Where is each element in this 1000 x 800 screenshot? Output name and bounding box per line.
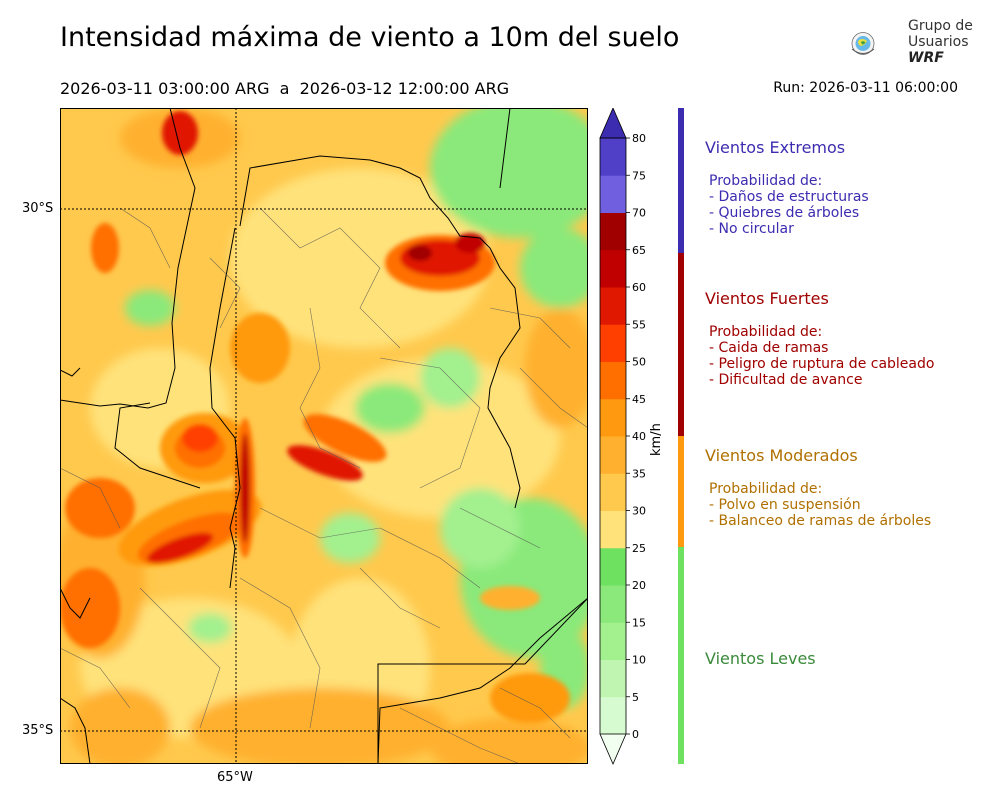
logo-text: Grupo de Usuarios WRF bbox=[908, 18, 973, 66]
category-bar-leves bbox=[678, 547, 684, 764]
category-line: - Balanceo de ramas de árboles bbox=[709, 513, 932, 529]
wind-map bbox=[60, 108, 588, 764]
category-line: - No circular bbox=[709, 221, 794, 237]
colorbar-tick-label: 20 bbox=[632, 579, 646, 592]
colorbar-segment bbox=[600, 622, 626, 660]
colorbar-tick-label: 30 bbox=[632, 505, 646, 518]
colorbar-segment bbox=[600, 436, 626, 474]
forecast-period: 2026-03-11 03:00:00 ARG a 2026-03-12 12:… bbox=[60, 79, 510, 98]
grupo-wrf-logo bbox=[851, 32, 875, 55]
lat-label-35s: 35°S bbox=[22, 723, 54, 738]
colorbar-tick-label: 40 bbox=[632, 430, 646, 443]
category-line: - Polvo en suspensión bbox=[709, 497, 861, 513]
colorbar-tick-label: 10 bbox=[632, 654, 646, 667]
colorbar-segment bbox=[600, 585, 626, 623]
colorbar-segment bbox=[600, 138, 626, 176]
category-text-extremos: Probabilidad de: - Daños de estructuras … bbox=[709, 173, 869, 237]
category-title-leves: Vientos Leves bbox=[705, 649, 816, 668]
colorbar-tick-label: 5 bbox=[632, 691, 639, 704]
colorbar-segment bbox=[600, 659, 626, 698]
colorbar-segment bbox=[600, 249, 626, 288]
category-title-fuertes: Vientos Fuertes bbox=[705, 289, 829, 308]
map-title: Intensidad máxima de viento a 10m del su… bbox=[60, 22, 680, 53]
colorbar-extend-low bbox=[599, 733, 627, 766]
colorbar-tick-label: 15 bbox=[632, 616, 646, 629]
colorbar-segment bbox=[600, 361, 626, 400]
category-line: Probabilidad de: bbox=[709, 173, 823, 189]
colorbar-tick-label: 45 bbox=[632, 393, 646, 406]
colorbar-tick-label: 0 bbox=[632, 728, 639, 741]
category-line: - Quiebres de árboles bbox=[709, 205, 860, 221]
category-line: Probabilidad de: bbox=[709, 324, 823, 340]
colorbar-segment bbox=[600, 324, 626, 362]
colorbar: 0 5 10 15 20 25 30 35 40 45 50 55 60 65 70 75 80 bbox=[599, 108, 646, 766]
category-text-moderados: Probabilidad de: - Polvo en suspensión -… bbox=[709, 481, 931, 529]
colorbar-unit: km/h bbox=[649, 423, 664, 456]
colorbar-tick-label: 75 bbox=[632, 169, 646, 182]
logo-line-2: Usuarios bbox=[908, 34, 969, 50]
category-line: - Daños de estructuras bbox=[709, 189, 869, 205]
logo-line-1: Grupo de bbox=[908, 18, 973, 34]
category-bar-moderados bbox=[678, 436, 684, 547]
colorbar-tick-label: 50 bbox=[632, 356, 646, 369]
category-title-extremos: Vientos Extremos bbox=[705, 138, 846, 157]
colorbar-segment bbox=[600, 287, 626, 325]
colorbar-tick-label: 70 bbox=[632, 207, 646, 220]
lon-label-65w: 65°W bbox=[217, 770, 253, 785]
category-line: Probabilidad de: bbox=[709, 481, 823, 497]
colorbar-segment bbox=[600, 510, 626, 549]
colorbar-tick-label: 35 bbox=[632, 467, 646, 480]
colorbar-segment bbox=[600, 696, 626, 735]
colorbar-segment bbox=[600, 547, 626, 586]
colorbar-tick-label: 55 bbox=[632, 318, 646, 331]
colorbar-tick-label: 65 bbox=[632, 244, 646, 257]
category-bar-extremos bbox=[678, 108, 684, 253]
colorbar-tick-label: 60 bbox=[632, 281, 646, 294]
logo-line-3: WRF bbox=[908, 50, 944, 66]
category-line: - Caida de ramas bbox=[709, 340, 829, 356]
category-line: - Peligro de ruptura de cableado bbox=[709, 356, 935, 372]
run-time: Run: 2026-03-11 06:00:00 bbox=[773, 80, 958, 96]
category-text-fuertes: Probabilidad de: - Caida de ramas - Peli… bbox=[709, 324, 934, 388]
category-line: - Dificultad de avance bbox=[709, 372, 863, 388]
colorbar-extend-high bbox=[599, 108, 627, 139]
colorbar-tick-label: 80 bbox=[632, 132, 646, 145]
category-bar-fuertes bbox=[678, 253, 684, 436]
colorbar-segment bbox=[600, 175, 626, 213]
category-title-moderados: Vientos Moderados bbox=[705, 446, 858, 465]
colorbar-segment bbox=[600, 473, 626, 511]
colorbar-segment bbox=[600, 398, 626, 437]
lat-label-30s: 30°S bbox=[22, 201, 54, 216]
colorbar-segment bbox=[600, 212, 626, 251]
colorbar-tick-label: 25 bbox=[632, 542, 646, 555]
